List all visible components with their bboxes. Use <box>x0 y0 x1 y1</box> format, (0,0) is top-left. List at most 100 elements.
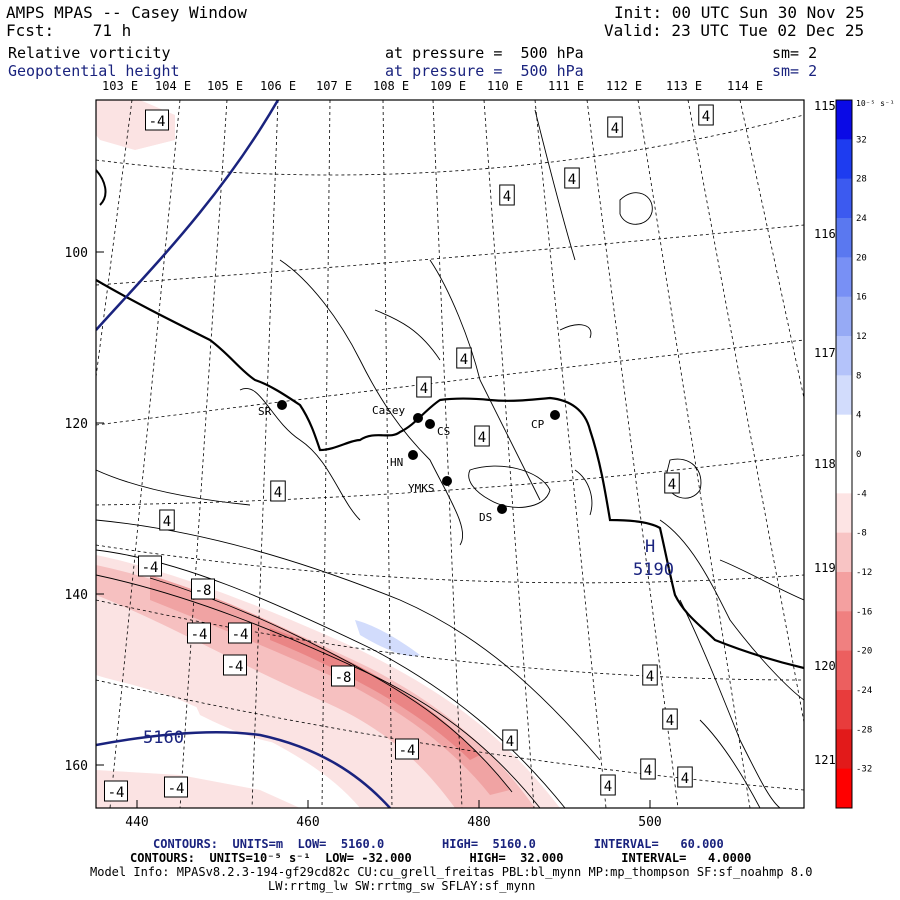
height-contour-info: CONTOURS: UNITS=m LOW= 5160.0 HIGH= 5160… <box>153 837 724 851</box>
field2-smoothing: sm= 2 <box>772 62 818 80</box>
vorticity-label-text: -4 <box>168 781 185 797</box>
field2-name: Geopotential height <box>8 62 180 80</box>
meridians <box>96 100 804 808</box>
colorbar-swatch <box>836 493 852 534</box>
station-label: HN <box>390 456 403 469</box>
vorticity-label-text: -4 <box>108 785 125 801</box>
vorticity-label-text: 4 <box>604 779 612 795</box>
map-border <box>95 99 805 809</box>
field1-smoothing: sm= 2 <box>772 44 818 62</box>
vorticity-label-box <box>698 104 714 126</box>
station-marker-cs <box>425 419 435 429</box>
station-label: DS <box>479 511 492 524</box>
x-tick-label: 500 <box>638 815 661 830</box>
y-tick-label: 100 <box>65 246 88 261</box>
x-tick-label: 440 <box>125 815 148 830</box>
vorticity-label-box <box>564 167 580 189</box>
vorticity-label-text: 4 <box>611 121 619 137</box>
high-center-value: 5190 <box>633 560 674 580</box>
vorticity-label-text: 4 <box>568 172 576 188</box>
vorticity-label-text: -4 <box>142 560 159 576</box>
colorbar-swatch <box>836 454 852 494</box>
colorbar-swatch <box>836 375 852 416</box>
vorticity-label-box <box>187 622 211 644</box>
vorticity-label-box <box>456 347 472 369</box>
vorticity-label-text: 4 <box>644 763 652 779</box>
vorticity-label-text: -4 <box>149 114 166 130</box>
vorticity-contour-labels: -4 4 4 4 4 4 4 4 4 4 4 -4 -8 -4 -4 -4 -8 4 4 -4 4 4 4 4 -4 -4 <box>104 104 714 802</box>
colorbar-level-label: 4 <box>856 411 861 421</box>
vorticity-label-box <box>395 738 419 760</box>
height-contour-5160-south <box>96 730 391 808</box>
vorticity-label-text: 4 <box>163 514 171 530</box>
station-label: SR <box>258 405 272 418</box>
model-info-physics: LW:rrtmg_lw SW:rrtmg_sw SFLAY:sf_mynn <box>268 879 536 893</box>
colorbar-swatch <box>836 414 852 455</box>
station-marker-hn <box>408 450 418 460</box>
colorbar-level-label: 28 <box>856 175 867 185</box>
vorticity-contour-info: CONTOURS: UNITS=10⁻⁵ s⁻¹ LOW= -32.000 HI… <box>130 851 752 865</box>
vorticity-label-box <box>664 472 680 494</box>
colorbar-level-label: -20 <box>856 647 872 657</box>
top-lon-label: 104 E <box>155 79 191 93</box>
colorbar-swatch <box>836 532 852 573</box>
colorbar-level-label: -16 <box>856 607 872 617</box>
vorticity-label-text: 4 <box>460 352 468 368</box>
station-marker-sr <box>277 400 287 410</box>
colorbar-level-label: 20 <box>856 253 867 263</box>
y-tick-label: 140 <box>65 588 88 603</box>
top-lon-label: 105 E <box>207 79 243 93</box>
vorticity-label-text: 4 <box>274 485 282 501</box>
vorticity-contours <box>96 109 804 808</box>
init-time: Init: 00 UTC Sun 30 Nov 25 <box>614 3 865 22</box>
station-label: YMKS <box>408 482 435 495</box>
colorbar-swatch <box>836 768 852 809</box>
top-longitude-labels: 103 E 104 E 105 E 106 E 107 E 108 E 109 … <box>102 79 763 93</box>
vorticity-label-box <box>191 578 215 600</box>
colorbar-level-label: 24 <box>856 214 867 224</box>
vorticity-label-box <box>662 708 678 730</box>
x-axis-ticks <box>136 800 651 808</box>
vorticity-label-text: 4 <box>646 669 654 685</box>
vorticity-label-box <box>138 555 162 577</box>
colorbar-swatch <box>836 100 852 140</box>
colorbar-swatch <box>836 139 852 180</box>
stations: SR Casey CS CP HN YMKS DS <box>258 400 560 524</box>
vorticity-label-text: 4 <box>702 109 710 125</box>
vorticity-label-text: -4 <box>399 743 416 759</box>
colorbar-border <box>835 99 853 809</box>
colorbar-level-label: 8 <box>856 371 861 381</box>
top-lon-label: 111 E <box>548 79 584 93</box>
vorticity-label-box <box>640 758 656 780</box>
vorticity-label-box <box>600 774 616 796</box>
colorbar-swatch <box>836 572 852 612</box>
colorbar-swatch <box>836 296 852 337</box>
height-contour-label: 5160 <box>143 728 184 748</box>
valid-time: Valid: 23 UTC Tue 02 Dec 25 <box>604 21 865 40</box>
field2-level: at pressure = 500 hPa <box>385 62 584 80</box>
colorbar: 32 28 24 20 16 12 8 4 0 -4 -8 -12 -16 -20 -24 -28 -32 <box>835 99 872 809</box>
vorticity-label-box <box>502 729 518 751</box>
vorticity-label-text: 4 <box>506 734 514 750</box>
vorticity-label-box <box>159 509 175 531</box>
top-lon-label: 110 E <box>487 79 523 93</box>
vorticity-label-box <box>499 184 515 206</box>
top-lon-label: 103 E <box>102 79 138 93</box>
vorticity-label-box <box>145 109 169 131</box>
colorbar-level-label: -8 <box>856 529 867 539</box>
top-lon-label: 112 E <box>606 79 642 93</box>
station-label: Casey <box>372 404 405 417</box>
colorbar-swatch <box>836 650 852 691</box>
vorticity-label-text: -4 <box>191 627 208 643</box>
vorticity-label-text: 4 <box>478 430 486 446</box>
station-marker-cp <box>550 410 560 420</box>
vorticity-label-box <box>416 376 432 398</box>
top-lon-label: 113 E <box>666 79 702 93</box>
colorbar-level-label: -12 <box>856 568 872 578</box>
vorticity-label-box <box>474 425 490 447</box>
colorbar-level-label: -32 <box>856 765 872 775</box>
colorbar-swatch <box>836 729 852 770</box>
height-contour-5160-north <box>96 100 280 331</box>
colorbar-swatch <box>836 611 852 652</box>
